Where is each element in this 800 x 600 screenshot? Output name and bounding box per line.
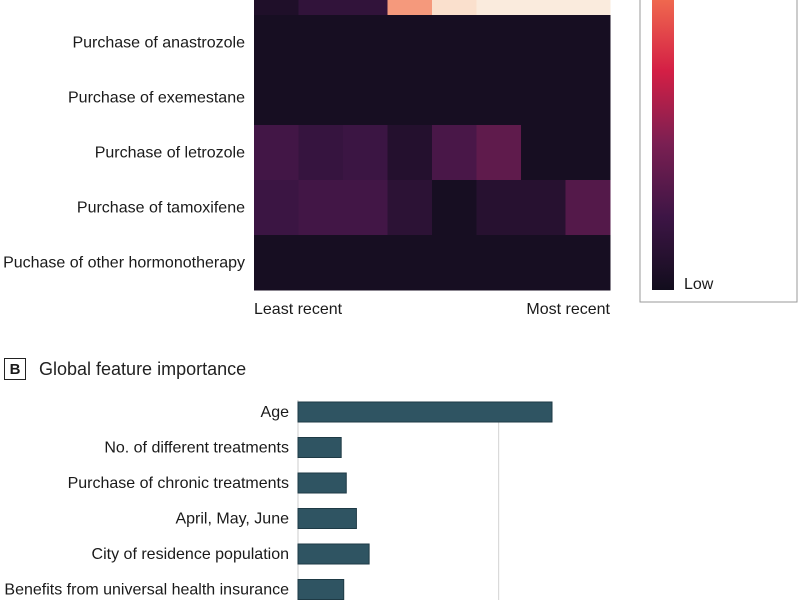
- heatmap-cell: [476, 15, 522, 71]
- bar-category-label: Purchase of chronic treatments: [68, 475, 289, 492]
- heatmap-cell: [254, 125, 299, 181]
- heatmap-row-label: Purchase of letrozole: [95, 145, 245, 162]
- heatmap-cell: [298, 235, 344, 291]
- heatmap-row-label: Puchase of other hormonotherapy: [3, 255, 245, 272]
- heatmap-cell: [432, 125, 477, 181]
- heatmap-cell: [432, 0, 477, 15]
- heatmap-cell: [476, 0, 522, 15]
- heatmap-cell: [521, 180, 566, 236]
- colorbar-gradient: [652, 0, 674, 290]
- colorbar-low-label: Low: [684, 276, 714, 293]
- heatmap-cell: [432, 180, 477, 236]
- heatmap-cell: [387, 15, 433, 71]
- heatmap-cell: [254, 15, 299, 71]
- bar: [297, 437, 342, 458]
- heatmap-cell: [343, 125, 388, 181]
- heatmap-cell: [565, 180, 611, 236]
- heatmap-cell: [387, 125, 433, 181]
- bar: [297, 543, 370, 565]
- heatmap-cells: [254, 0, 611, 291]
- heatmap-cell: [432, 235, 477, 291]
- bar-chart: Age No. of different treatments Purchase o…: [4, 400, 553, 600]
- heatmap-cell: [298, 180, 344, 236]
- heatmap-cell: [521, 235, 566, 291]
- heatmap-cell: [521, 125, 566, 181]
- heatmap-cell: [521, 70, 566, 126]
- bar: [297, 508, 357, 529]
- heatmap-cell: [343, 180, 388, 236]
- heatmap-cell: [476, 125, 522, 181]
- heatmap-cell: [476, 70, 522, 126]
- bar-category-label: Age: [261, 404, 290, 421]
- chart-title: Global feature importance: [39, 359, 247, 379]
- bar-category-label: Benefits from universal health insurance: [4, 582, 289, 599]
- bar: [297, 401, 553, 423]
- heatmap-cell: [565, 0, 611, 15]
- heatmap-row-label: Purchase of anastrozole: [72, 35, 245, 52]
- heatmap-cell: [387, 0, 433, 15]
- heatmap-cell: [254, 235, 299, 291]
- heatmap-cell: [298, 15, 344, 71]
- heatmap-cell: [432, 70, 477, 126]
- heatmap-cell: [254, 180, 299, 236]
- heatmap-cell: [387, 235, 433, 291]
- heatmap-cell: [521, 0, 566, 15]
- heatmap-cell: [565, 15, 611, 71]
- heatmap-cell: [343, 70, 388, 126]
- bar-marks: [297, 401, 553, 600]
- heatmap-cell: [565, 235, 611, 291]
- heatmap-cell: [298, 70, 344, 126]
- heatmap-cell: [476, 180, 522, 236]
- bar-category-label: April, May, June: [175, 511, 289, 528]
- bar-category-label: City of residence population: [92, 546, 289, 563]
- heatmap-cell: [343, 0, 388, 15]
- x-axis-end-label: Most recent: [526, 301, 610, 318]
- heatmap-cell: [565, 70, 611, 126]
- heatmap-cell: [387, 180, 433, 236]
- heatmap-cell: [343, 15, 388, 71]
- heatmap-cell: [387, 70, 433, 126]
- heatmap-cell: [254, 70, 299, 126]
- heatmap-row-label: Purchase of exemestane: [68, 90, 245, 107]
- heatmap-cell: [565, 125, 611, 181]
- bar: [297, 579, 345, 600]
- bar-category-labels: Age No. of different treatments Purchase o…: [4, 404, 289, 599]
- bar-category-label: No. of different treatments: [104, 440, 289, 457]
- heatmap-cell: [521, 15, 566, 71]
- heatmap-cell: [343, 235, 388, 291]
- heatmap-chart: Purchase of anastrozole Purchase of exeme…: [3, 0, 798, 318]
- heatmap-cell: [432, 15, 477, 71]
- heatmap-row-label: Purchase of tamoxifene: [77, 200, 245, 217]
- panel-label: B: [4, 358, 26, 380]
- heatmap-cell: [298, 125, 344, 181]
- heatmap-cell: [476, 235, 522, 291]
- x-axis-start-label: Least recent: [254, 301, 343, 318]
- bar: [297, 472, 347, 494]
- heatmap-row-labels: Purchase of anastrozole Purchase of exeme…: [3, 35, 245, 272]
- heatmap-cell: [254, 0, 299, 15]
- heatmap-cell: [298, 0, 344, 15]
